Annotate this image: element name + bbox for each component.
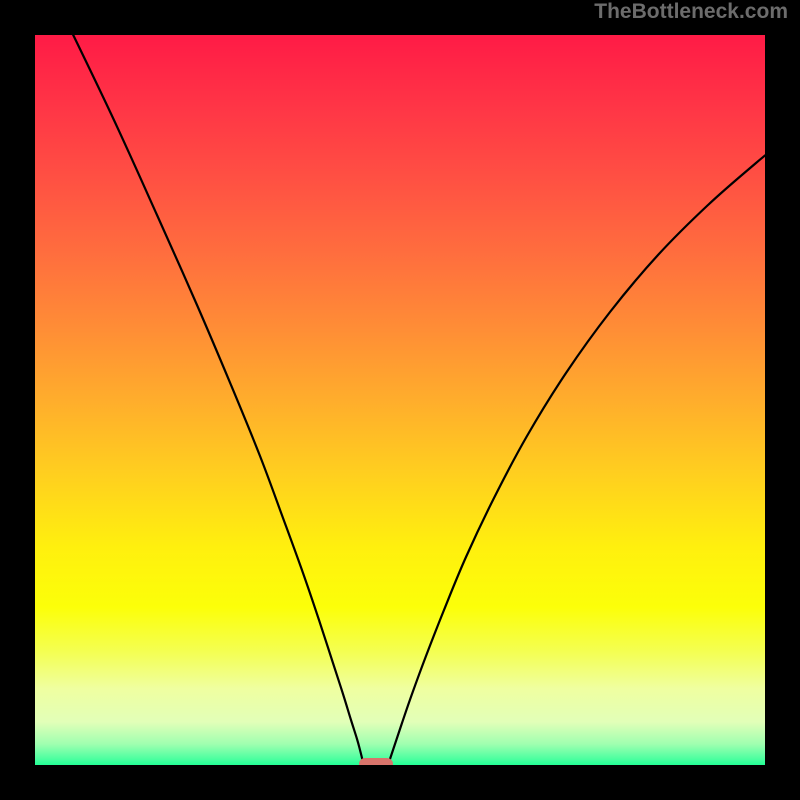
watermark-text: TheBottleneck.com bbox=[594, 0, 788, 24]
chart-container: TheBottleneck.com bbox=[0, 0, 800, 800]
bottleneck-chart bbox=[0, 0, 800, 800]
plot-background bbox=[30, 30, 770, 770]
